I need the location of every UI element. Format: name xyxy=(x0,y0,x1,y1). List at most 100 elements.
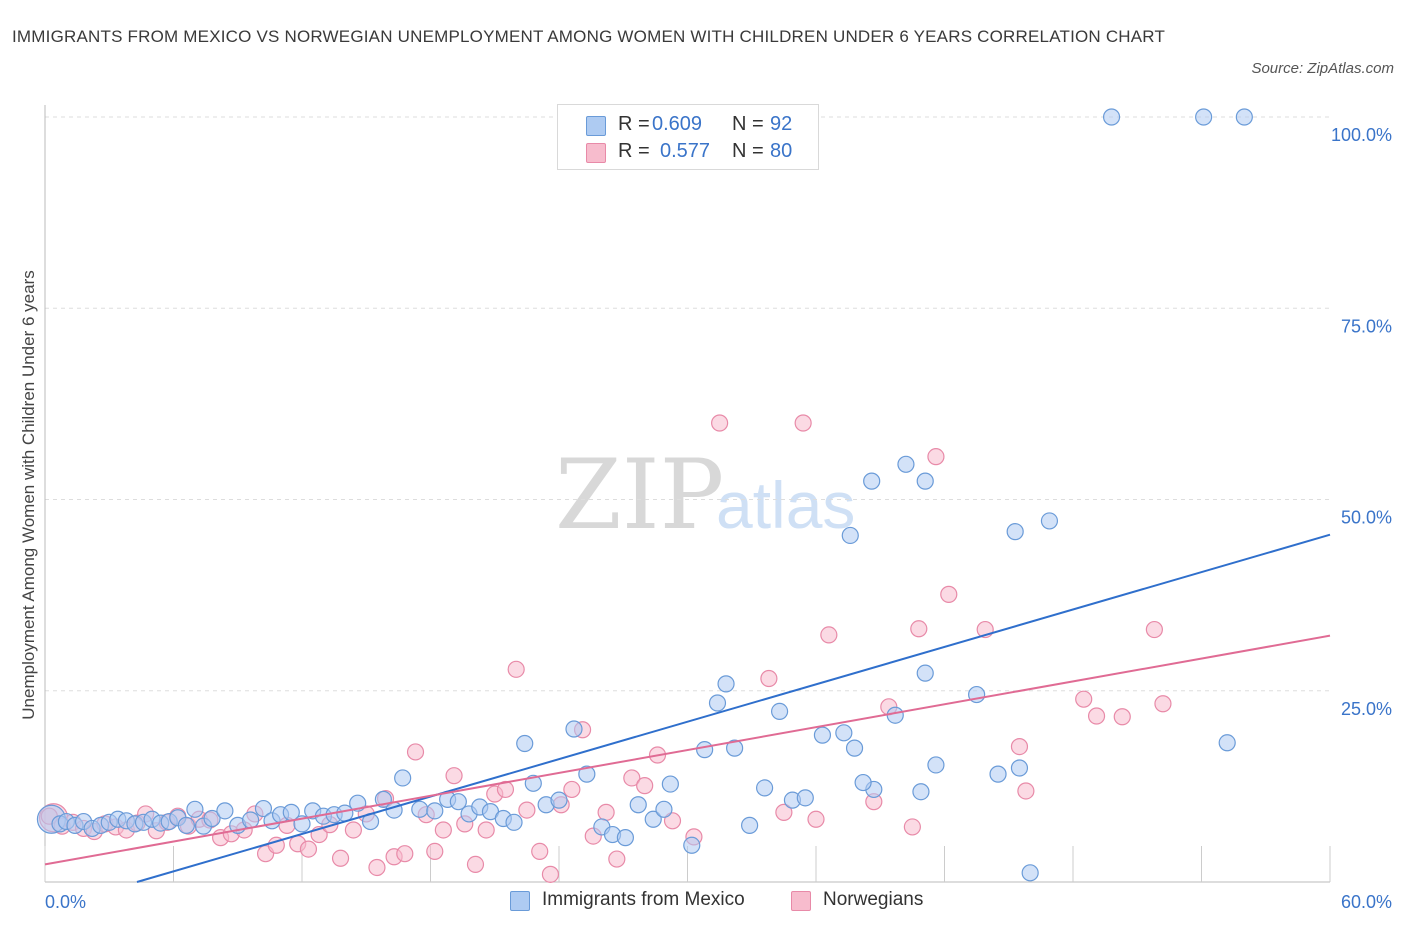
norwegians-point xyxy=(1010,737,1029,756)
mexico-point xyxy=(1195,108,1213,126)
mexico-point xyxy=(770,702,789,721)
y-axis-label: Unemployment Among Women with Children U… xyxy=(19,270,38,719)
mexico-point xyxy=(550,791,568,809)
norwegians-point xyxy=(477,821,495,839)
legend-label: Immigrants from Mexico xyxy=(542,889,745,910)
norwegians-point xyxy=(1154,695,1172,713)
mexico-point xyxy=(989,765,1007,783)
norwegians-swatch xyxy=(586,143,606,163)
norwegians-point xyxy=(775,803,793,821)
norwegians-point xyxy=(396,845,414,863)
norwegians-point xyxy=(608,850,626,868)
n-label: N = xyxy=(732,113,764,135)
r-label: R = xyxy=(618,140,650,162)
mexico-point xyxy=(216,802,234,820)
norwegians-point xyxy=(794,414,812,432)
mexico-point xyxy=(916,664,934,682)
y-tick-label: 75.0% xyxy=(1341,316,1392,336)
norwegians-point xyxy=(466,855,485,874)
norwegians-point xyxy=(344,821,362,839)
mexico-point xyxy=(177,816,195,834)
mexico-point xyxy=(242,811,260,829)
norwegians-point xyxy=(518,801,536,819)
norwegians-point xyxy=(940,585,958,603)
mexico-point xyxy=(916,472,934,490)
norwegians-point xyxy=(1075,690,1093,708)
mexico-point xyxy=(661,775,679,793)
mexico-point xyxy=(524,774,542,792)
mexico-point xyxy=(796,789,814,807)
mexico-point xyxy=(186,800,204,818)
axis-labels: 25.0% 50.0% 75.0% 100.0% 0.0% 60.0% xyxy=(45,125,1392,912)
norwegians-point xyxy=(910,620,928,638)
mexico-point xyxy=(886,706,904,724)
n-value: 80 xyxy=(770,140,793,162)
mexico-point xyxy=(565,720,583,738)
norwegians-point xyxy=(1017,782,1035,800)
source-note: Source: ZipAtlas.com xyxy=(1251,60,1394,77)
norwegians-point xyxy=(927,448,945,466)
norwegians-point xyxy=(445,767,463,785)
norwegians-point xyxy=(1113,708,1131,726)
mexico-point xyxy=(755,779,774,797)
mexico-point xyxy=(813,726,832,744)
mexico-point xyxy=(912,783,930,801)
mexico-point xyxy=(835,724,853,742)
y-tick-label: 50.0% xyxy=(1341,508,1392,528)
r-value: 0.577 xyxy=(660,140,711,162)
mexico-point xyxy=(1010,759,1029,777)
mexico-point xyxy=(841,526,859,545)
norwegians-point xyxy=(760,669,778,688)
mexico-swatch xyxy=(510,891,530,911)
mexico-point xyxy=(394,769,412,787)
mexico-point xyxy=(696,741,714,759)
mexico-point xyxy=(203,809,221,828)
mexico-point xyxy=(411,800,429,818)
norwegians-point xyxy=(426,842,444,861)
mexico-point xyxy=(1006,523,1024,541)
mexico-point xyxy=(897,455,915,473)
norwegians-point xyxy=(434,821,452,839)
chart-title: IMMIGRANTS FROM MEXICO VS NORWEGIAN UNEM… xyxy=(12,27,1166,46)
mexico-trend-line xyxy=(136,533,1331,883)
norwegians-point xyxy=(406,743,425,761)
x-tick-label: 0.0% xyxy=(45,892,86,912)
x-tick-label: 60.0% xyxy=(1341,892,1392,912)
norwegians-swatch xyxy=(791,891,811,911)
norwegians-point xyxy=(807,810,825,828)
norwegians-trend-line xyxy=(44,634,1331,866)
mexico-point xyxy=(1102,108,1121,126)
y-tick-label: 100.0% xyxy=(1331,125,1392,145)
mexico-point xyxy=(741,816,759,834)
mexico-point xyxy=(927,756,945,774)
r-label: R = xyxy=(618,113,650,135)
mexico-point xyxy=(449,793,467,811)
stats-legend: R = 0.609 N = 92 R = 0.577 N = 80 xyxy=(557,104,819,170)
mexico-point xyxy=(516,734,534,753)
mexico-point xyxy=(708,694,727,712)
norwegians-point xyxy=(1145,620,1163,639)
norwegians-point xyxy=(563,780,581,799)
norwegians-point xyxy=(368,858,386,877)
mexico-point xyxy=(854,773,872,792)
r-value: 0.609 xyxy=(652,113,703,135)
norwegians-point xyxy=(711,414,729,432)
norwegians-point xyxy=(541,865,560,883)
mexico-point xyxy=(629,796,647,814)
mexico-swatch xyxy=(586,116,606,136)
axes xyxy=(44,105,1331,883)
mexico-point xyxy=(863,472,881,490)
norwegians-point xyxy=(636,777,654,795)
norwegians-point xyxy=(299,840,318,858)
n-value: 92 xyxy=(770,113,793,135)
legend-label: Norwegians xyxy=(823,889,924,910)
norwegians-point xyxy=(623,769,641,787)
norwegians-point xyxy=(531,842,549,861)
norwegians-point xyxy=(597,803,615,821)
mexico-point xyxy=(726,739,744,757)
mexico-point xyxy=(845,739,864,757)
watermark-atlas: atlas xyxy=(716,468,855,542)
mexico-point xyxy=(683,836,701,854)
norwegians-point xyxy=(331,849,350,867)
norwegians-point xyxy=(1087,707,1106,725)
